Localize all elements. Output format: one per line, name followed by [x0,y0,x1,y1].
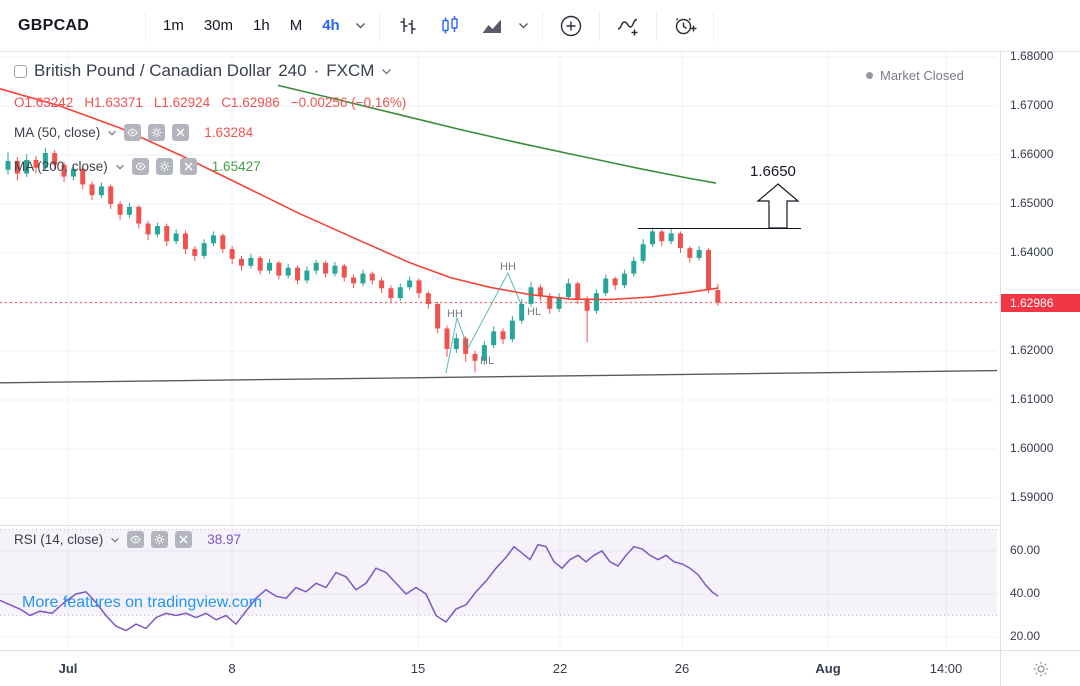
open-value: O1.63242 [14,95,74,110]
status-dot-icon [866,72,873,79]
compare-button[interactable] [550,6,592,46]
rsi-label[interactable]: RSI (14, close) [14,532,104,547]
ma50-value: 1.63284 [204,125,254,140]
interval-1m[interactable]: 1m [153,11,194,40]
time-tick-label: 8 [228,661,236,676]
high-value: H1.63371 [84,95,143,110]
gear-icon[interactable] [148,124,166,141]
price-tick-label: 1.68000 [1010,49,1054,63]
svg-text:HH: HH [500,261,516,273]
toolbar-divider [598,10,600,41]
axis-settings-corner[interactable] [1000,650,1080,686]
ma200-legend: MA (200, close) 1.65427 [14,158,261,175]
close-icon[interactable] [175,531,193,548]
time-tick-label: 22 [552,661,568,676]
toolbar-divider [378,10,380,41]
symbol-legend[interactable]: British Pound / Canadian Dollar 240 · FX… [14,61,392,81]
svg-text:1.6650: 1.6650 [750,163,796,180]
ma50-label[interactable]: MA (50, close) [14,125,101,140]
ma200-value: 1.65427 [211,159,261,174]
toolbar-divider [712,10,714,41]
price-scale[interactable]: 1.62986 1.68000 1.67000 1.66000 1.65000 1.64… [1000,49,1080,650]
chart-style-bars-button[interactable] [387,6,429,46]
pane-resize-handle[interactable] [0,525,1080,526]
chart-style-area-button[interactable] [471,6,513,46]
price-tick-label: 1.64000 [1010,245,1054,259]
change-value: −0.00256 (−0.16%) [290,95,407,110]
time-tick-label: 15 [410,661,426,676]
bars-icon [400,17,416,34]
time-tick-label: Jul [58,661,78,676]
price-tick-label: 1.59000 [1010,490,1054,504]
interval-dropdown-chevron-icon[interactable] [350,6,372,46]
interval-list: 1m 30m 1h M 4h [153,11,350,40]
ma50-legend: MA (50, close) 1.63284 [14,124,253,141]
gear-icon[interactable] [155,158,173,175]
time-tick-label: 26 [674,661,690,676]
top-toolbar: GBPCAD 1m 30m 1h M 4h [0,0,1080,52]
symbol-title[interactable]: British Pound / Canadian Dollar [34,61,272,80]
interval-4h[interactable]: 4h [312,11,350,40]
time-tick-label: 14:00 [929,661,963,676]
rsi-tick-label: 40.00 [1010,586,1041,600]
toolbar-divider [655,10,657,41]
toolbar-divider [541,10,543,41]
chart-style-dropdown-chevron-icon[interactable] [513,6,535,46]
svg-text:HL: HL [527,306,541,318]
price-tick-label: 1.60000 [1010,441,1054,455]
price-tick-label: 1.65000 [1010,196,1054,210]
tradingview-link[interactable]: More features on tradingview.com [22,594,263,611]
ma200-label[interactable]: MA (200, close) [14,159,108,174]
chart-style-candles-button[interactable] [429,6,471,46]
symbol-interval: 240 [278,61,307,80]
chevron-down-icon[interactable] [107,130,117,136]
market-status: Market Closed [866,68,964,83]
svg-text:HH: HH [447,308,463,320]
toolbar-divider [145,10,146,41]
low-value: L1.62924 [153,95,211,110]
sun-icon [1033,661,1048,676]
time-axis[interactable]: Jul 8 15 22 26 Aug 14:00 [0,650,1000,686]
last-price-badge: 1.62986 [1001,293,1080,312]
indicators-button[interactable] [607,6,649,46]
gear-icon[interactable] [151,531,169,548]
chevron-down-icon[interactable] [115,164,125,170]
alert-button[interactable] [664,6,706,46]
price-tick-label: 1.62000 [1010,343,1054,357]
alert-icon [675,17,697,34]
rsi-tick-label: 60.00 [1010,543,1041,557]
price-tick-label: 1.61000 [1010,392,1054,406]
price-chart[interactable]: 1.6650 HH HL HH HL [0,52,1000,525]
eye-icon[interactable] [124,124,142,141]
chevron-down-icon[interactable] [110,537,120,543]
compare-icon [560,15,581,36]
rsi-value: 38.97 [207,532,242,547]
interval-1h[interactable]: 1h [243,11,280,40]
price-tick-label: 1.66000 [1010,147,1054,161]
svg-text:HL: HL [480,355,494,367]
eye-icon[interactable] [131,158,149,175]
close-icon[interactable] [179,158,197,175]
close-icon[interactable] [172,124,190,141]
symbol-exchange: FXCM [326,61,375,80]
interval-30m[interactable]: 30m [194,11,243,40]
time-tick-label: Aug [815,661,841,676]
symbol-name[interactable]: GBPCAD [18,16,90,34]
indicators-icon [617,18,638,35]
ohlc-row: O1.63242 H1.63371 L1.62924 C1.62986 −0.0… [14,95,406,110]
symbol-separator: · [313,61,320,80]
market-status-text: Market Closed [880,68,964,83]
rsi-tick-label: 20.00 [1010,629,1041,643]
interval-M[interactable]: M [280,11,313,40]
price-tick-label: 1.67000 [1010,98,1054,112]
chevron-down-icon[interactable] [381,68,392,75]
candles-icon [442,15,458,33]
area-icon [482,19,501,33]
legend-checkbox-icon[interactable] [14,64,27,78]
eye-icon[interactable] [127,531,145,548]
rsi-legend: RSI (14, close) 38.97 [14,531,241,548]
close-value: C1.62986 [221,95,280,110]
